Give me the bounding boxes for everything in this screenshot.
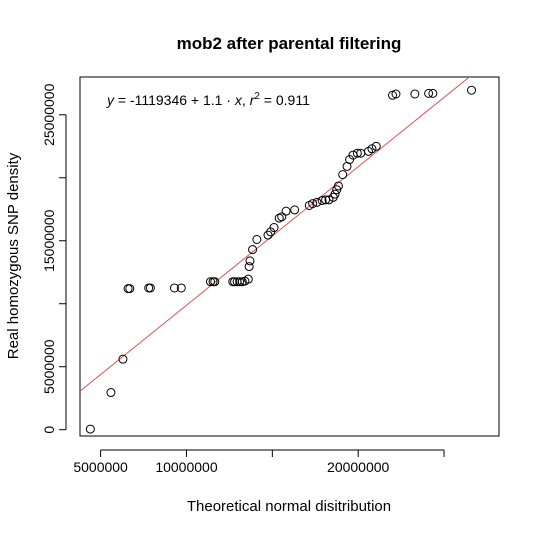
y-tick-label: 15000000	[41, 209, 57, 272]
eq-body: = -1119346 + 1.1 ·	[114, 92, 235, 108]
data-point	[248, 245, 258, 255]
eq-comma: ,	[242, 92, 250, 108]
y-tick-label: 25000000	[41, 83, 57, 146]
data-point	[308, 199, 318, 209]
data-point	[391, 89, 401, 99]
data-point	[333, 181, 343, 191]
y-axis-label: Real homozygous SNP density	[5, 152, 22, 359]
eq-y-var: y	[106, 92, 115, 108]
eq-r-var: r	[250, 92, 256, 108]
data-point	[263, 230, 273, 240]
data-point	[252, 234, 262, 244]
data-point	[169, 283, 179, 293]
plot-frame	[79, 76, 500, 437]
data-point	[410, 89, 420, 99]
x-tick-label: 20000000	[327, 459, 390, 475]
data-point	[277, 212, 287, 222]
data-point	[245, 256, 255, 266]
data-point	[210, 277, 220, 287]
x-axis: 5000000 10000000 20000000	[73, 449, 445, 475]
data-point	[269, 223, 279, 233]
eq-sup: 2	[254, 91, 260, 102]
y-tick-label: 5000000	[41, 339, 57, 394]
data-point	[244, 262, 254, 272]
data-point	[118, 354, 128, 364]
regression-equation: y = -1119346 + 1.1 · x, r2 = 0.911	[106, 91, 310, 108]
x-tick-label: 10000000	[155, 459, 218, 475]
y-tick-label: 0	[41, 426, 57, 434]
data-point	[206, 277, 216, 287]
data-point	[145, 283, 155, 293]
data-point	[290, 205, 300, 215]
data-point	[424, 88, 434, 98]
data-point	[243, 274, 253, 284]
data-point	[367, 144, 377, 154]
eq-x-var: x	[234, 92, 243, 108]
y-axis: 0 5000000 15000000 25000000	[41, 83, 67, 434]
data-point	[144, 283, 154, 293]
data-point	[467, 85, 477, 95]
data-point	[317, 195, 327, 205]
data-point	[371, 141, 381, 151]
data-point	[330, 189, 340, 199]
data-point	[106, 388, 116, 398]
x-axis-label: Theoretical normal disitribution	[187, 498, 391, 515]
x-tick-label: 5000000	[73, 459, 128, 475]
data-point	[352, 148, 362, 158]
data-point	[235, 277, 245, 287]
data-point	[125, 284, 135, 294]
data-point	[123, 284, 133, 294]
data-point	[338, 170, 348, 180]
data-point	[176, 283, 186, 293]
data-point	[85, 424, 95, 434]
eq-r2: = 0.911	[260, 92, 310, 108]
data-points	[85, 85, 477, 434]
regression-line	[80, 77, 471, 392]
data-point	[281, 206, 291, 216]
data-point	[312, 197, 322, 207]
data-point	[324, 195, 334, 205]
chart-title: mob2 after parental filtering	[177, 34, 402, 53]
data-point	[428, 88, 438, 98]
